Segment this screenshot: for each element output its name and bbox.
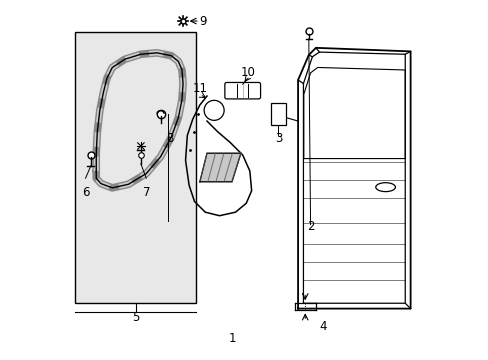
Text: 1: 1 <box>228 333 235 346</box>
Text: 10: 10 <box>240 66 255 79</box>
Text: 7: 7 <box>142 186 150 199</box>
Text: 11: 11 <box>192 82 207 95</box>
Text: 2: 2 <box>306 220 314 233</box>
Text: 9: 9 <box>199 15 207 28</box>
Text: 5: 5 <box>132 311 139 324</box>
Text: 3: 3 <box>274 132 282 145</box>
Circle shape <box>203 100 224 120</box>
Text: 6: 6 <box>81 186 89 199</box>
Polygon shape <box>200 153 241 182</box>
Ellipse shape <box>375 183 395 192</box>
Bar <box>271 103 285 125</box>
Bar <box>75 32 196 303</box>
FancyBboxPatch shape <box>224 82 260 99</box>
Text: 8: 8 <box>165 132 173 145</box>
Text: 4: 4 <box>319 320 326 333</box>
